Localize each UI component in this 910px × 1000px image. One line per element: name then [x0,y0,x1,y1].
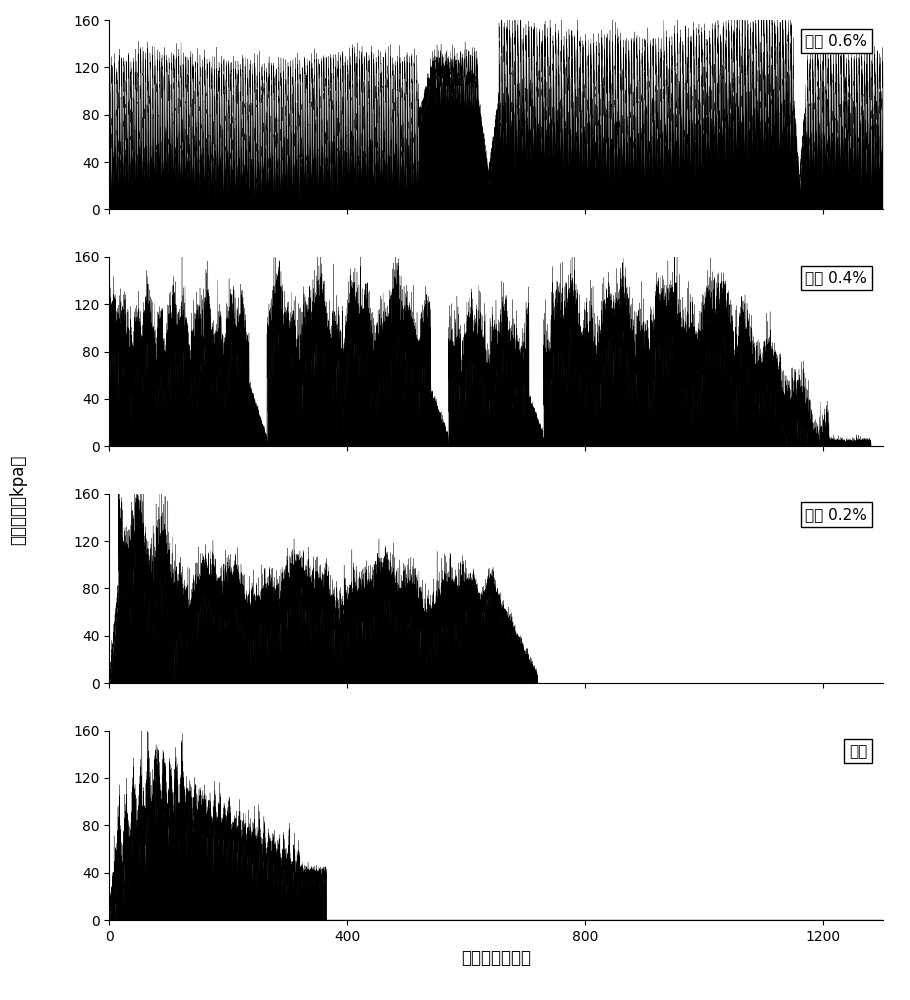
X-axis label: 剪切时间（秒）: 剪切时间（秒） [461,949,531,967]
Text: 纤维 0.6%: 纤维 0.6% [805,33,867,48]
Text: 纤维 0.2%: 纤维 0.2% [805,507,867,522]
Text: 抗剪强度（kpa）: 抗剪强度（kpa） [9,455,27,545]
Text: 纤维 0.4%: 纤维 0.4% [805,270,867,285]
Text: 砂土: 砂土 [849,744,867,759]
